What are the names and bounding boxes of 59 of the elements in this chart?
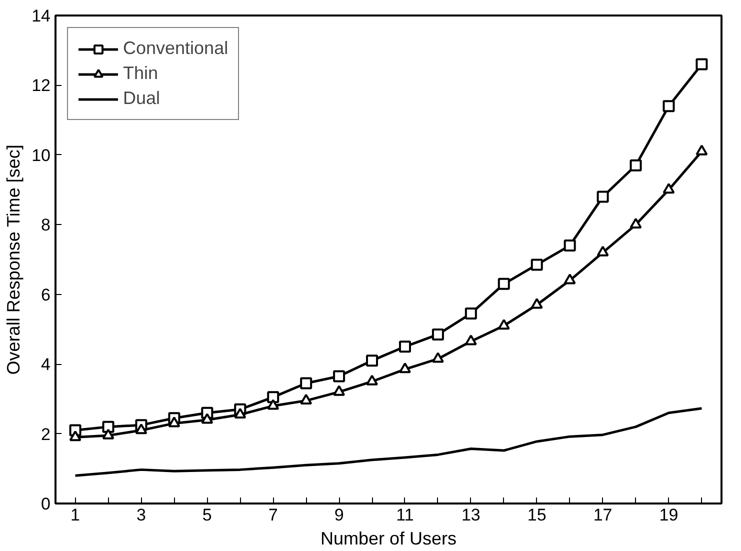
x-tick-label: 7 [268, 506, 278, 524]
point [530, 298, 543, 309]
point [201, 413, 214, 424]
x-tick-label: 11 [396, 506, 414, 524]
y-tick-label: 2 [41, 424, 51, 444]
point [498, 278, 510, 290]
point [464, 308, 477, 320]
x-tick-label: 13 [461, 506, 480, 524]
point [530, 258, 543, 271]
x-tick-label: 3 [136, 506, 146, 524]
point [168, 416, 180, 428]
point [333, 385, 346, 396]
point [398, 362, 411, 374]
point [398, 340, 411, 353]
y-tick-label: 14 [32, 6, 51, 26]
x-tick-label: 9 [334, 506, 344, 524]
point [498, 318, 510, 330]
point [135, 424, 148, 434]
point [696, 144, 708, 156]
legend-label: Thin [123, 63, 158, 84]
point [432, 352, 444, 363]
legend-label: Conventional [123, 38, 228, 59]
legend-label: Dual [123, 88, 160, 109]
x-tick-label: 19 [659, 506, 678, 524]
line-series [74, 407, 703, 477]
point [696, 58, 708, 70]
point [267, 391, 280, 404]
point [300, 377, 312, 390]
x-tick-label: 5 [202, 506, 212, 524]
point [630, 159, 642, 172]
point [234, 408, 246, 418]
point [464, 334, 477, 346]
x-tick-label: 1 [70, 506, 80, 524]
x-tick-label: 15 [527, 506, 546, 524]
point [596, 190, 609, 203]
point [69, 430, 82, 442]
point [102, 420, 114, 433]
point [564, 274, 576, 284]
y-tick-label: 4 [41, 355, 51, 374]
point [333, 370, 346, 382]
point [564, 240, 576, 252]
point [102, 428, 114, 440]
y-tick-label: 8 [41, 216, 51, 235]
point [366, 354, 378, 367]
x-axis-title: Number of Users [320, 528, 457, 548]
point [662, 183, 675, 194]
y-tick-label: 12 [32, 76, 51, 96]
x-tick-label: 17 [593, 506, 612, 524]
point [596, 246, 609, 256]
point [630, 218, 642, 229]
y-tick-label: 10 [32, 146, 51, 165]
y-tick-label: 0 [41, 494, 51, 514]
point [662, 100, 675, 112]
point [366, 374, 378, 386]
y-tick-label: 6 [41, 285, 51, 304]
point [267, 399, 280, 410]
y-axis-title: Overall Response Time [sec] [4, 144, 24, 375]
point [432, 328, 444, 340]
point [300, 394, 312, 405]
